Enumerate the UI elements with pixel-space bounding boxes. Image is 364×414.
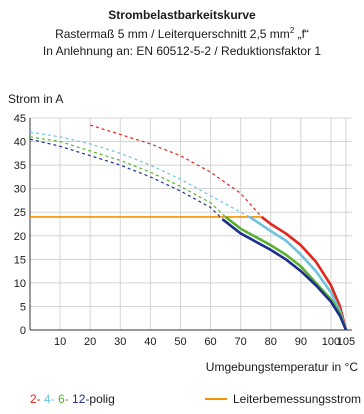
x-tick-label-90: 90 xyxy=(295,336,307,348)
legend-polig: 2- 4- 6- 12-polig xyxy=(30,392,115,406)
y-tick-label-20: 20 xyxy=(14,231,26,243)
y-tick-label-40: 40 xyxy=(14,137,26,149)
legend-rated-current-swatch xyxy=(205,398,227,400)
legend-polig-6: 6- xyxy=(54,392,69,406)
legend-polig-2: 2- xyxy=(30,392,41,406)
x-tick-label-70: 70 xyxy=(235,336,247,348)
subtitle-1-prefix: Rastermaß 5 mm / Leiterquerschnitt 2,5 m… xyxy=(55,27,290,41)
subtitle-1-suffix: „f“ xyxy=(294,27,309,41)
legend-rated-current: Leiterbemessungsstrom xyxy=(205,392,361,406)
x-tick-label-100: 100 xyxy=(322,336,340,348)
legend-polig-suffix: polig xyxy=(89,392,115,406)
series-4-polig-solid xyxy=(248,215,348,331)
legend-rated-current-label: Leiterbemessungsstrom xyxy=(233,392,362,406)
series-12-polig-solid xyxy=(221,218,348,331)
y-tick-label-5: 5 xyxy=(20,301,26,313)
chart-subtitle-2: In Anlehnung an: EN 60512-5-2 / Reduktio… xyxy=(42,44,322,58)
x-tick-label-105: 105 xyxy=(337,336,355,348)
x-tick-label-20: 20 xyxy=(84,336,96,348)
x-tick-label-80: 80 xyxy=(265,336,277,348)
x-tick-label-30: 30 xyxy=(114,336,126,348)
x-tick-label-60: 60 xyxy=(204,336,216,348)
x-tick-label-50: 50 xyxy=(174,336,186,348)
series-2-polig-solid xyxy=(260,215,348,331)
series-6-polig-dashed xyxy=(29,136,227,218)
y-tick-label-45: 45 xyxy=(14,113,26,125)
y-tick-label-10: 10 xyxy=(14,278,26,290)
series-2-polig-dashed xyxy=(90,124,263,218)
x-tick-label-40: 40 xyxy=(144,336,156,348)
chart-title: Strombelastbarkeitskurve xyxy=(108,8,256,22)
y-tick-label-35: 35 xyxy=(14,160,26,172)
legend-polig-4: 4- xyxy=(40,392,55,406)
y-tick-label-15: 15 xyxy=(14,254,26,266)
chart-subtitle-1: Rastermaß 5 mm / Leiterquerschnitt 2,5 m… xyxy=(0,26,364,41)
y-tick-label-30: 30 xyxy=(14,184,26,196)
y-tick-label-0: 0 xyxy=(20,325,26,337)
subtitle-1-superscript: 2 xyxy=(289,26,295,35)
series-12-polig-dashed xyxy=(29,138,224,220)
y-axis-label: Strom in A xyxy=(8,92,64,106)
x-tick-label-10: 10 xyxy=(54,336,66,348)
y-tick-label-25: 25 xyxy=(14,207,26,219)
x-axis-label: Umgebungstemperatur in °C xyxy=(205,360,358,374)
series-4-polig-dashed xyxy=(29,131,250,218)
legend-polig-12: 12- xyxy=(68,392,90,406)
